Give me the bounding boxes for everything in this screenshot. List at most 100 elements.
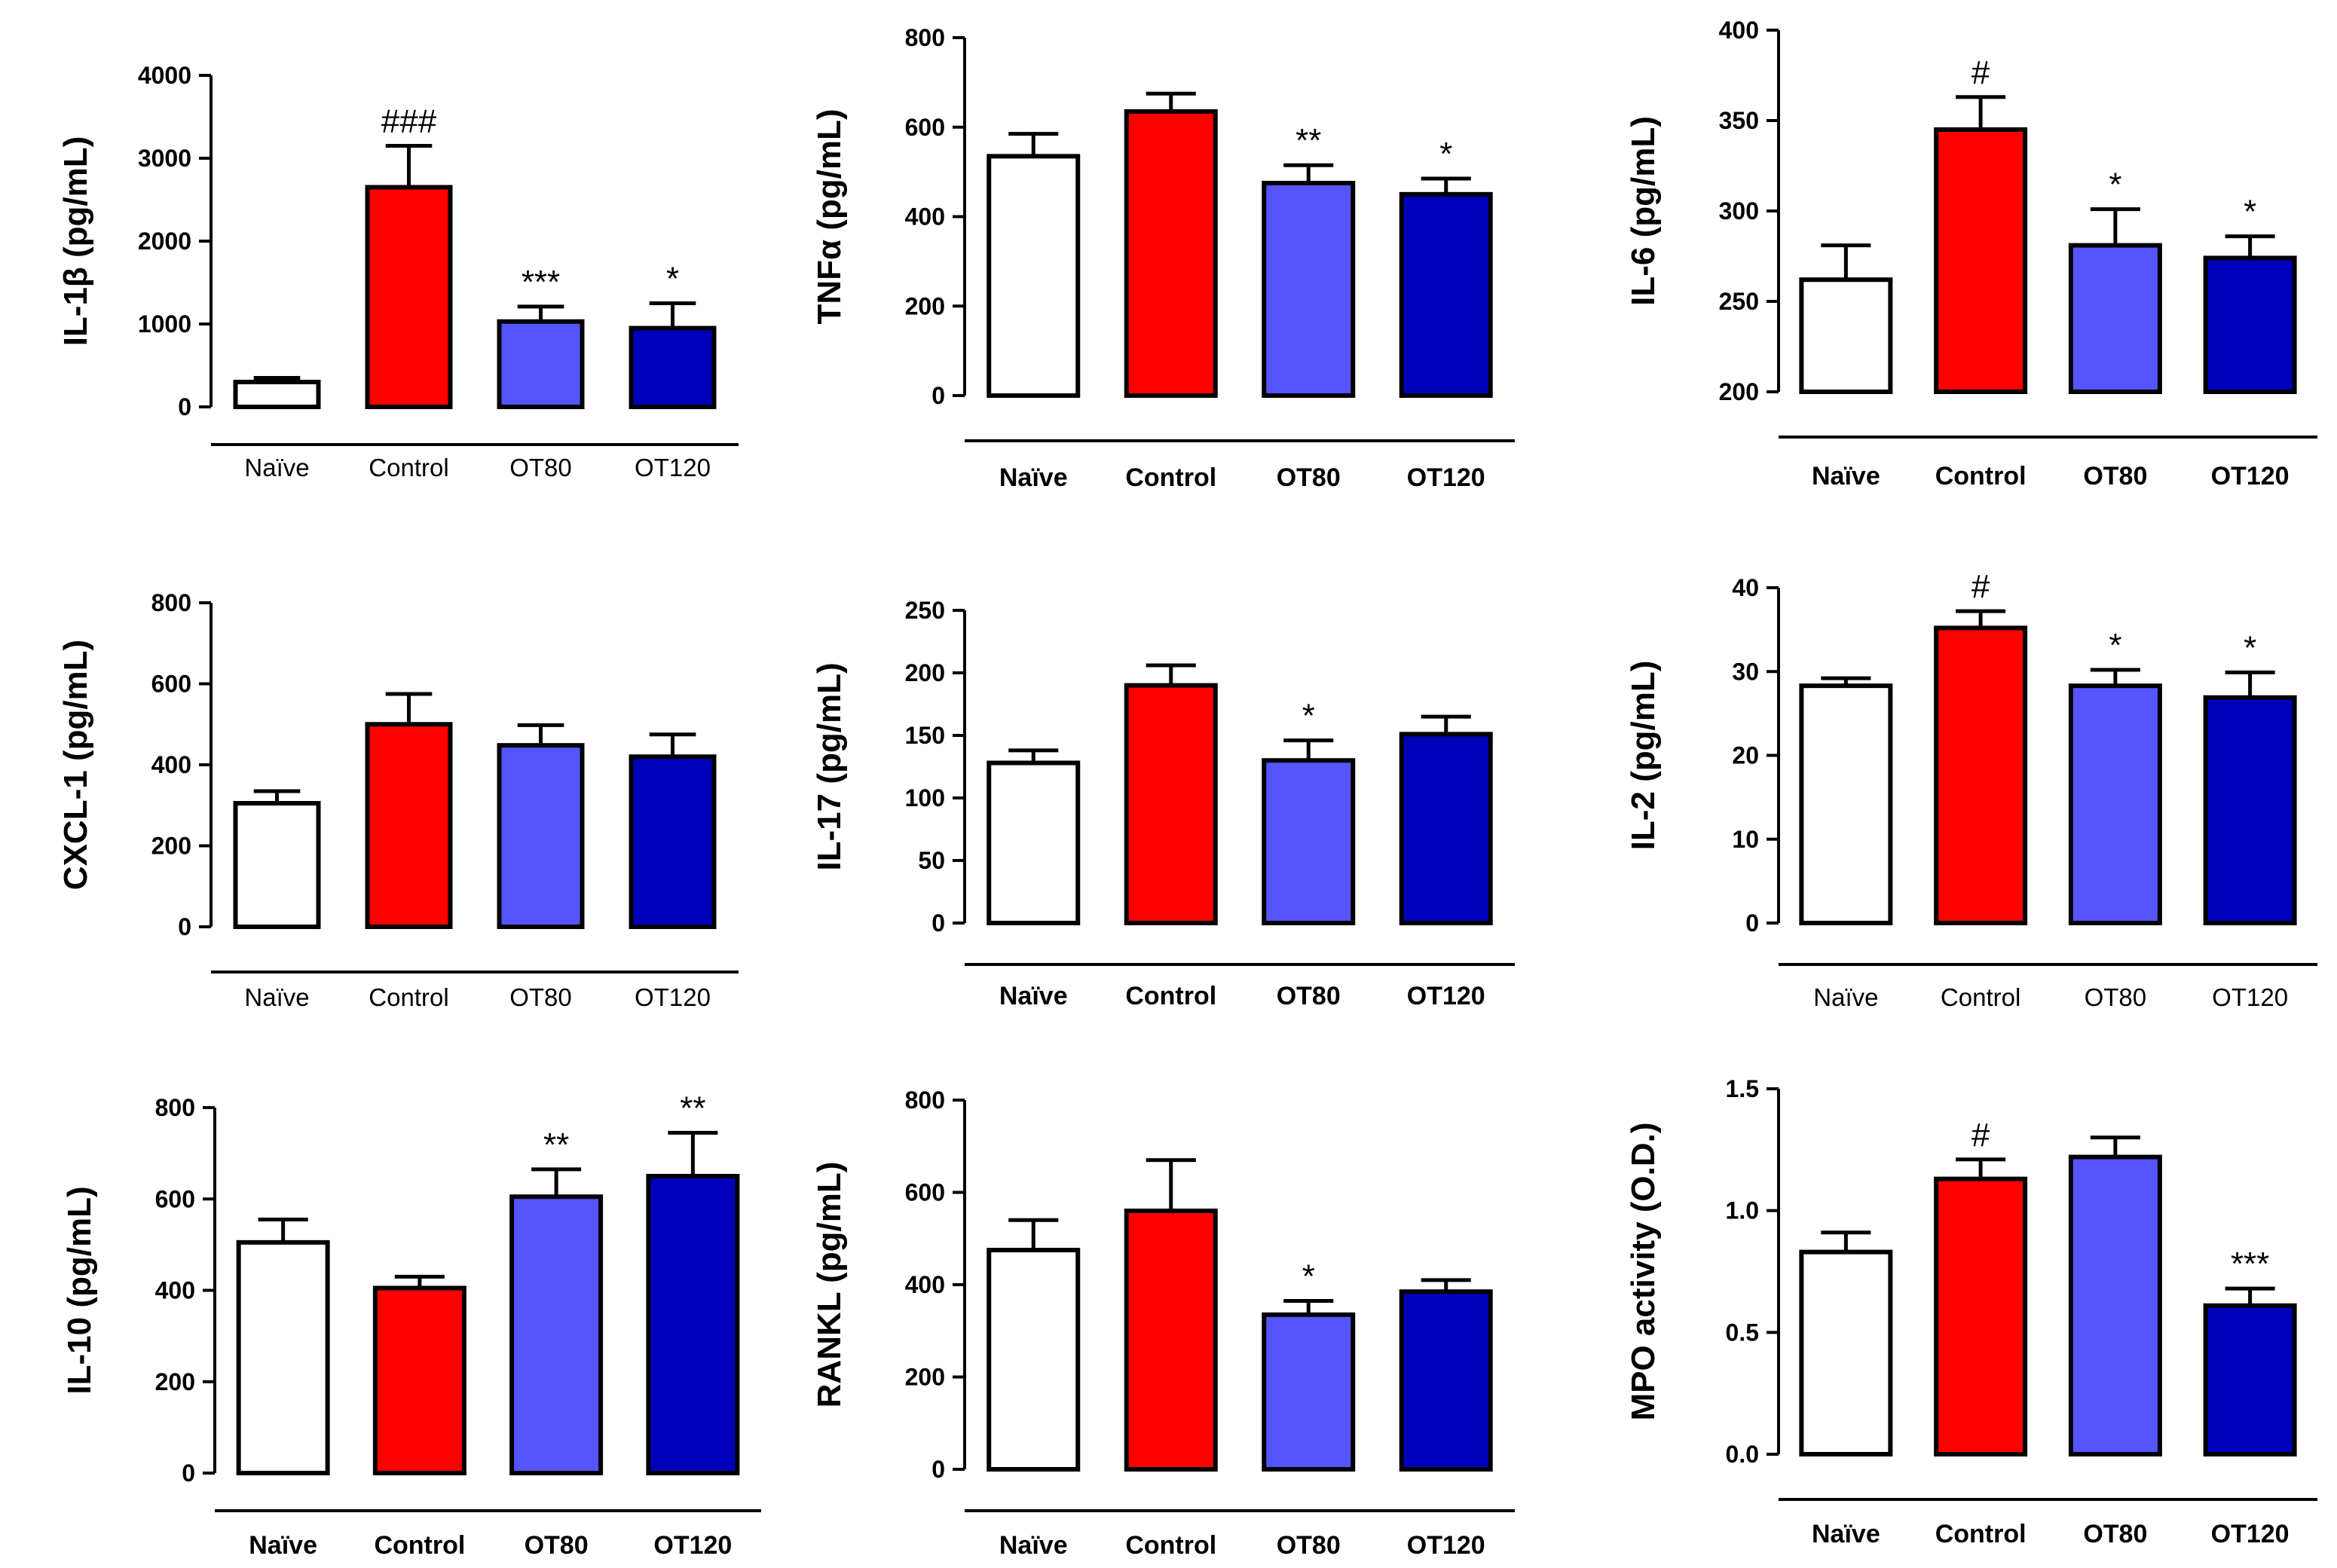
y-tick-label: 150 — [905, 722, 945, 749]
bar-control — [1934, 127, 2028, 394]
y-tick-label: 400 — [905, 1271, 945, 1298]
y-tick-label: 1.0 — [1726, 1197, 1759, 1224]
y-tick-label: 3000 — [138, 145, 191, 172]
bar-chart: 200 250 300 350 400 IL-6 (pg/mL) Naïve # Control… — [1625, 17, 2317, 491]
y-tick-label: 0 — [931, 1456, 945, 1483]
x-tick-label: OT80 — [509, 983, 572, 1011]
y-axis-label: RANKL (pg/mL) — [811, 1162, 848, 1408]
x-tick-label: OT80 — [525, 1531, 589, 1560]
significance-label: # — [1971, 568, 1990, 605]
bar-ot120 — [1399, 191, 1493, 398]
x-tick-label: Naïve — [1812, 462, 1880, 491]
chart-panel-1: 0 1000 2000 3000 4000 IL-1β (pg/mL) Naïve ### Co… — [15, 15, 769, 497]
x-tick-label: Naïve — [999, 1531, 1068, 1560]
significance-label: # — [1971, 1117, 1990, 1154]
bar-naive — [236, 1239, 330, 1475]
x-tick-label: OT80 — [1277, 982, 1341, 1010]
y-tick-label: 0 — [182, 1459, 195, 1487]
bar-ot80 — [497, 743, 585, 929]
y-tick-label: 400 — [905, 203, 945, 231]
y-tick-label: 100 — [905, 784, 945, 812]
y-tick-label: 50 — [918, 847, 945, 874]
x-tick-label: OT120 — [635, 983, 711, 1011]
bar-chart: 0.0 0.5 1.0 1.5 MPO activity (O.D.) Naïve # Con… — [1625, 1075, 2317, 1548]
x-tick-label: Naïve — [1812, 1520, 1880, 1548]
significance-label: * — [2109, 167, 2121, 203]
bar-control — [1124, 1209, 1218, 1472]
x-tick-label: OT120 — [1407, 1531, 1485, 1560]
bar-ot120 — [646, 1173, 740, 1475]
y-axis-label: TNFα (pg/mL) — [811, 109, 848, 324]
bar-naive — [1799, 1249, 1893, 1456]
y-tick-label: 350 — [1719, 107, 1759, 134]
y-axis-label: MPO activity (O.D.) — [1625, 1122, 1662, 1420]
significance-label: ### — [381, 103, 437, 140]
y-tick-label: 800 — [905, 1087, 945, 1114]
y-tick-label: 20 — [1732, 742, 1759, 769]
x-tick-label: OT80 — [2083, 462, 2147, 491]
y-tick-label: 200 — [155, 1368, 195, 1395]
y-tick-label: 600 — [905, 114, 945, 141]
bar-ot120 — [629, 754, 717, 929]
bar-ot120 — [1399, 1289, 1493, 1472]
x-tick-label: Naïve — [999, 982, 1068, 1010]
bar-ot80 — [1262, 758, 1356, 925]
x-tick-label: OT120 — [1407, 463, 1485, 492]
significance-label: * — [1302, 1258, 1315, 1294]
significance-label: * — [666, 261, 679, 298]
bar-ot120 — [2203, 1303, 2297, 1456]
bar-ot80 — [1262, 180, 1356, 398]
x-tick-label: Control — [369, 454, 448, 481]
y-tick-label: 600 — [155, 1185, 195, 1212]
bar-naive — [233, 801, 321, 929]
bar-naive — [986, 1248, 1081, 1472]
bar-control — [365, 722, 453, 929]
significance-label: *** — [2231, 1246, 2269, 1282]
y-tick-label: 200 — [905, 1364, 945, 1391]
bar-ot120 — [1399, 732, 1493, 925]
x-tick-label: Control — [1935, 1520, 2027, 1548]
bar-control — [372, 1285, 466, 1475]
x-tick-label: Control — [1125, 982, 1216, 1010]
y-tick-label: 200 — [905, 292, 945, 319]
y-tick-label: 10 — [1732, 826, 1759, 853]
y-tick-label: 0.0 — [1726, 1441, 1759, 1468]
bar-control — [1124, 109, 1218, 398]
bar-ot120 — [629, 326, 717, 409]
y-tick-label: 400 — [155, 1277, 195, 1304]
bar-ot120 — [2203, 255, 2297, 394]
x-tick-label: OT80 — [2083, 1520, 2147, 1548]
bar-control — [365, 185, 453, 409]
significance-label: * — [2109, 627, 2121, 664]
bar-ot80 — [497, 319, 585, 410]
bar-control — [1934, 625, 2028, 926]
x-tick-label: Control — [369, 983, 448, 1011]
bar-naive — [1799, 277, 1893, 395]
bar-ot120 — [2203, 695, 2297, 926]
y-tick-label: 200 — [151, 833, 191, 860]
x-tick-label: Naïve — [244, 454, 309, 481]
x-tick-label: Control — [1941, 983, 2020, 1011]
significance-label: *** — [522, 264, 560, 301]
x-tick-label: OT120 — [2211, 462, 2290, 491]
y-tick-label: 200 — [905, 659, 945, 686]
bar-chart: 0 200 400 600 800 TNFα (pg/mL) Naïve Control ** O… — [811, 24, 1515, 492]
chart-panel-7: 0 200 400 600 800 IL-10 (pg/mL) Naïve Control **… — [15, 1077, 769, 1560]
y-tick-label: 300 — [1719, 197, 1759, 225]
x-tick-label: Naïve — [999, 463, 1068, 492]
significance-label: * — [2244, 194, 2256, 231]
x-tick-label: Naïve — [244, 983, 309, 1011]
y-axis-label: IL-1β (pg/mL) — [57, 136, 94, 347]
significance-label: ** — [680, 1090, 705, 1126]
bar-naive — [986, 760, 1081, 925]
bar-naive — [986, 154, 1081, 398]
y-tick-label: 250 — [905, 597, 945, 624]
significance-label: # — [1971, 54, 1990, 91]
chart-panel-8: 0 200 400 600 800 RANKL (pg/mL) Naïve Control * O… — [761, 1077, 1537, 1560]
y-tick-label: 800 — [905, 24, 945, 51]
x-tick-label: Naïve — [249, 1531, 317, 1560]
y-tick-label: 0 — [1745, 909, 1759, 937]
y-axis-label: IL-2 (pg/mL) — [1625, 661, 1662, 851]
bar-ot80 — [509, 1194, 604, 1475]
y-axis-label: IL-6 (pg/mL) — [1625, 116, 1662, 306]
